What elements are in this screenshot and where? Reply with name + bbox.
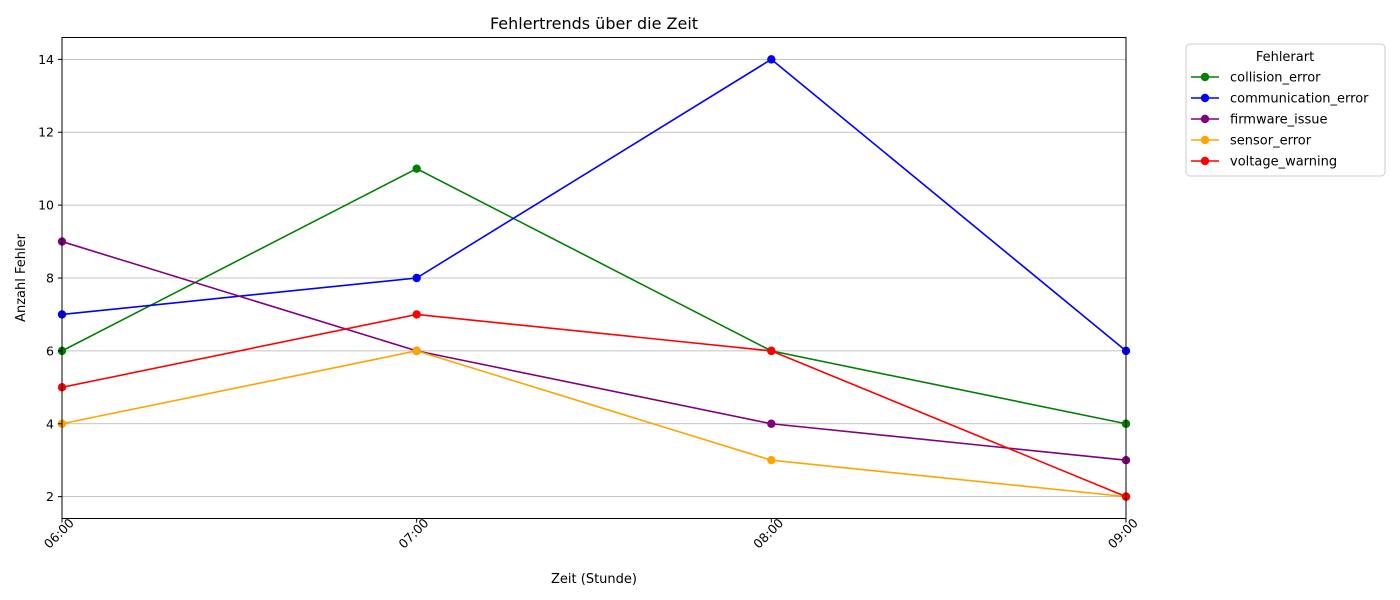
data-point — [412, 273, 421, 283]
legend-swatch-marker — [1200, 135, 1210, 145]
legend-swatch-marker — [1200, 156, 1210, 166]
series-line — [61, 313, 1127, 498]
legend-label: firmware_issue — [1230, 113, 1328, 128]
legend-swatch-marker — [1200, 114, 1210, 124]
legend-label: sensor_error — [1230, 134, 1312, 149]
y-tick-label: 14 — [38, 52, 54, 67]
chart-title: Fehlertrends über die Zeit — [490, 14, 698, 33]
legend-label: collision_error — [1230, 71, 1321, 86]
data-point — [767, 55, 776, 64]
x-axis: 06:00 07:00 08:00 09:00 — [41, 515, 1141, 551]
legend-swatch-marker — [1200, 72, 1210, 82]
data-point — [767, 346, 776, 356]
legend-swatch-marker — [1200, 93, 1210, 103]
y-tick-label: 6 — [46, 343, 54, 358]
x-tick-label: 09:00 — [1105, 515, 1141, 551]
x-tick-label: 08:00 — [750, 515, 786, 551]
data-point — [412, 346, 421, 356]
data-point — [767, 419, 776, 428]
data-point — [412, 164, 421, 173]
series-line — [61, 167, 1127, 425]
series-line — [61, 350, 1127, 498]
legend-item: communication_error — [1191, 92, 1369, 107]
legend-label: communication_error — [1230, 92, 1369, 107]
y-tick-label: 12 — [38, 125, 54, 140]
legend-item: sensor_error — [1191, 134, 1312, 149]
data-point — [767, 455, 776, 465]
legend-item: voltage_warning — [1191, 155, 1337, 170]
legend-item: collision_error — [1191, 71, 1321, 86]
data-point — [412, 310, 421, 319]
legend-box — [1185, 43, 1386, 177]
legend-item: firmware_issue — [1191, 113, 1328, 128]
legend-title: Fehlerart — [1256, 50, 1314, 65]
y-tick-label: 2 — [46, 489, 54, 504]
legend: Fehlerart collision_error communication_e… — [1185, 43, 1386, 177]
y-axis-label: Anzahl Fehler — [14, 233, 29, 322]
series-collision_error — [57, 164, 1131, 428]
legend-items: collision_error communication_errorfirmwa… — [1191, 71, 1369, 170]
x-axis-label: Zeit (Stunde) — [551, 572, 637, 587]
y-tick-label: 4 — [46, 416, 54, 431]
series-line — [61, 240, 1127, 461]
y-axis: 2 4 6 8 10 12 14 — [38, 52, 62, 504]
x-tick-label: 07:00 — [395, 515, 431, 551]
x-tick-label: 06:00 — [41, 515, 77, 551]
legend-label: voltage_warning — [1230, 155, 1337, 170]
y-tick-label: 10 — [38, 198, 54, 213]
y-tick-label: 8 — [46, 271, 54, 286]
